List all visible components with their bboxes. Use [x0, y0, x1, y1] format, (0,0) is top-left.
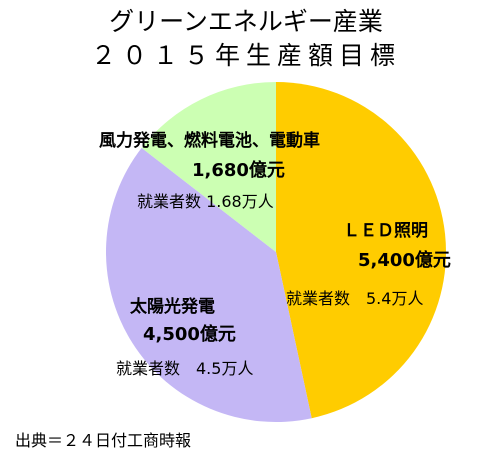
- slice-label-wind: 風力発電、燃料電池、電動車: [99, 131, 320, 151]
- pie-slice-led: [276, 82, 447, 419]
- slice-amount-solar: 4,500億元: [143, 324, 236, 345]
- pie-slice-wind: [141, 82, 276, 252]
- slice-jobs-led: 就業者数 5.4万人: [286, 289, 424, 308]
- chart-title: グリーンエネルギー産業: [109, 7, 383, 36]
- slice-label-led: ＬＥＤ照明: [343, 221, 428, 241]
- slice-label-solar: 太陽光発電: [130, 297, 215, 317]
- slice-amount-led: 5,400億元: [358, 250, 451, 271]
- chart-subtitle: ２０１５年生産額目標: [90, 41, 401, 70]
- slice-jobs-solar: 就業者数 4.5万人: [116, 359, 254, 378]
- source-note: 出典＝２４日付工商時報: [15, 431, 192, 450]
- pie-slice-solar: [105, 147, 312, 423]
- slice-jobs-wind: 就業者数 1.68万人: [137, 192, 274, 211]
- pie-slices: [105, 82, 447, 423]
- slice-amount-wind: 1,680億元: [192, 160, 285, 181]
